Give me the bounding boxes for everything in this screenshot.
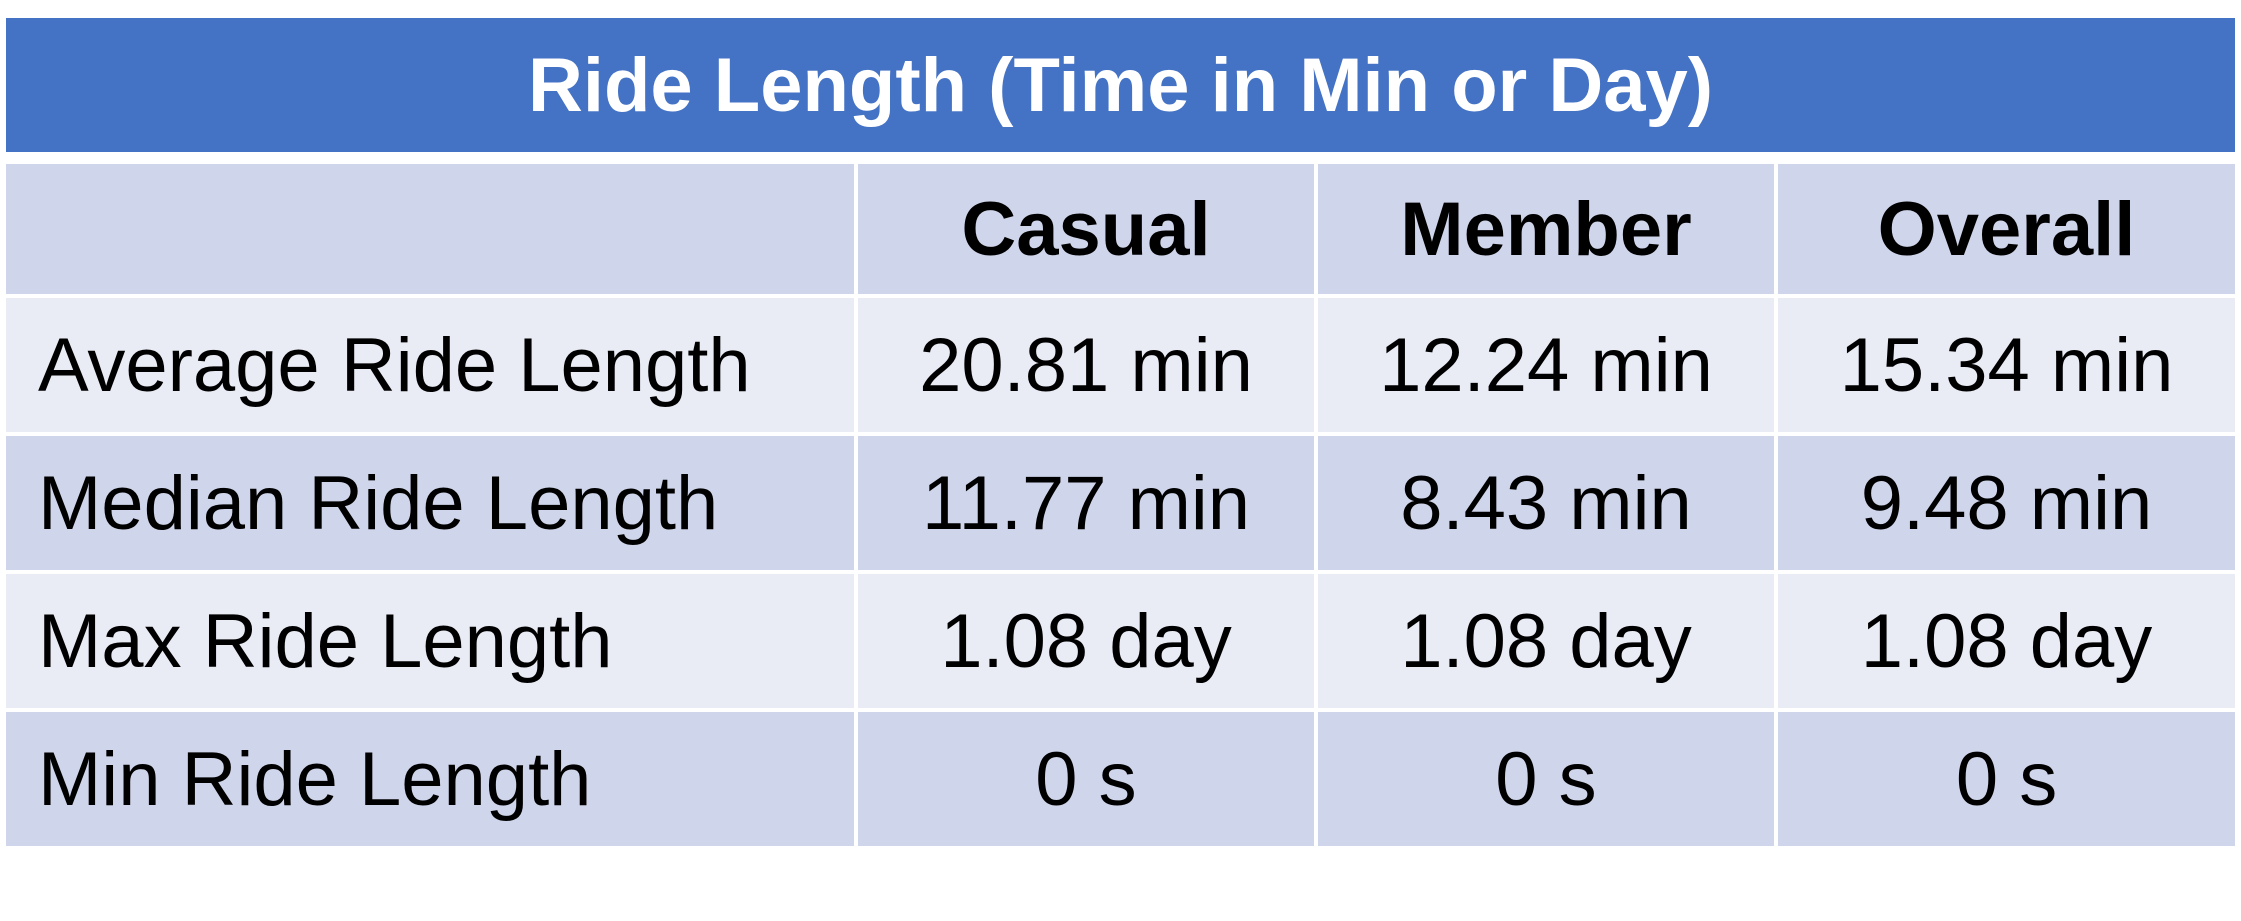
column-header-member: Member	[1314, 156, 1778, 298]
column-header-row: Casual Member Overall	[6, 156, 2236, 298]
table-row: Min Ride Length 0 s 0 s 0 s	[6, 708, 2236, 846]
table-row: Average Ride Length 20.81 min 12.24 min …	[6, 294, 2236, 436]
ride-length-table-container: Ride Length (Time in Min or Day) Casual …	[6, 18, 2236, 846]
row-label-average: Average Ride Length	[6, 294, 858, 436]
cell-max-member: 1.08 day	[1314, 570, 1778, 712]
table-title-row: Ride Length (Time in Min or Day)	[6, 18, 2236, 164]
cell-average-casual: 20.81 min	[854, 294, 1318, 436]
corner-cell	[6, 156, 858, 298]
cell-max-casual: 1.08 day	[854, 570, 1318, 712]
cell-median-overall: 9.48 min	[1773, 432, 2236, 574]
table-row: Median Ride Length 11.77 min 8.43 min 9.…	[6, 432, 2236, 574]
cell-min-member: 0 s	[1314, 708, 1778, 846]
column-header-casual: Casual	[854, 156, 1318, 298]
row-label-median: Median Ride Length	[6, 432, 858, 574]
row-label-max: Max Ride Length	[6, 570, 858, 712]
ride-length-table: Ride Length (Time in Min or Day) Casual …	[6, 18, 2236, 846]
column-header-overall: Overall	[1773, 156, 2236, 298]
cell-min-overall: 0 s	[1773, 708, 2236, 846]
cell-max-overall: 1.08 day	[1773, 570, 2236, 712]
cell-average-overall: 15.34 min	[1773, 294, 2236, 436]
cell-average-member: 12.24 min	[1314, 294, 1778, 436]
row-label-min: Min Ride Length	[6, 708, 858, 846]
table-row: Max Ride Length 1.08 day 1.08 day 1.08 d…	[6, 570, 2236, 712]
table-title: Ride Length (Time in Min or Day)	[6, 18, 2236, 164]
cell-median-casual: 11.77 min	[854, 432, 1318, 574]
cell-median-member: 8.43 min	[1314, 432, 1778, 574]
cell-min-casual: 0 s	[854, 708, 1318, 846]
